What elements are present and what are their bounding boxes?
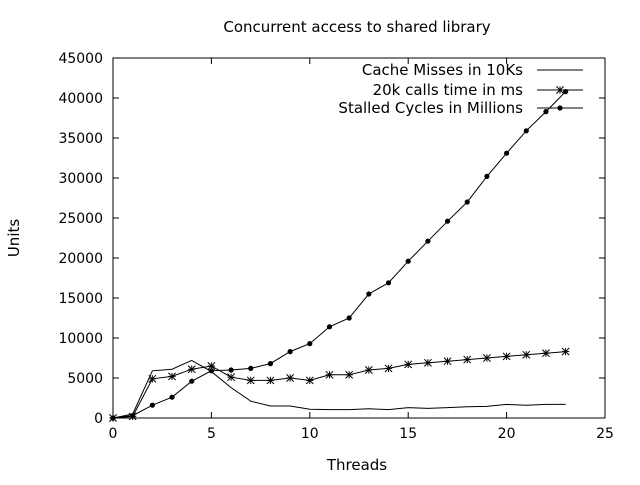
star-marker xyxy=(286,374,295,382)
dot-marker xyxy=(405,258,411,264)
star-marker xyxy=(482,354,491,362)
star-marker xyxy=(246,376,255,385)
legend-label: 20k calls time in ms xyxy=(373,81,524,99)
dot-marker xyxy=(189,378,195,384)
dot-marker xyxy=(444,218,451,224)
star-marker xyxy=(502,352,511,361)
series-1 xyxy=(112,359,566,419)
series-line xyxy=(112,91,566,419)
star-marker xyxy=(325,370,334,379)
chart-title: Concurrent access to shared library xyxy=(223,18,490,36)
star-marker xyxy=(561,347,570,356)
dot-marker xyxy=(267,361,274,367)
dot-marker xyxy=(228,367,234,373)
star-marker xyxy=(148,374,157,383)
dot-marker xyxy=(504,150,510,156)
dot-marker xyxy=(484,173,490,179)
series-group xyxy=(109,89,570,422)
star-marker xyxy=(305,376,314,385)
x-tick-label: 20 xyxy=(498,426,516,442)
star-marker xyxy=(227,373,236,382)
y-tick-label: 0 xyxy=(94,411,103,427)
plot-frame xyxy=(112,57,606,419)
dot-marker xyxy=(130,413,136,419)
dot-marker xyxy=(208,368,214,374)
star-marker xyxy=(168,372,176,381)
legend-label: Cache Misses in 10Ks xyxy=(362,61,523,79)
x-tick-label: 0 xyxy=(109,426,118,442)
x-tick-label: 10 xyxy=(301,426,319,442)
star-marker xyxy=(542,349,550,358)
legend: Cache Misses in 10Ks 20k calls time in ms… xyxy=(338,61,583,117)
y-tick-label: 20000 xyxy=(58,251,103,267)
x-tick-label: 5 xyxy=(207,426,216,442)
dot-marker xyxy=(523,128,529,134)
star-marker xyxy=(522,350,531,359)
y-tick-label: 40000 xyxy=(58,91,103,107)
x-tick-label: 15 xyxy=(399,426,417,442)
dot-marker xyxy=(543,109,549,115)
dot-marker xyxy=(385,280,392,286)
star-marker xyxy=(443,357,452,366)
dot-marker xyxy=(110,415,116,421)
dot-marker xyxy=(557,105,563,111)
dot-marker xyxy=(287,349,293,355)
legend-label: Stalled Cycles in Millions xyxy=(338,99,523,117)
star-marker xyxy=(187,365,196,374)
dot-marker xyxy=(366,291,372,297)
dot-marker xyxy=(346,315,352,321)
y-tick-label: 15000 xyxy=(58,291,103,307)
y-tick-label: 45000 xyxy=(58,51,103,67)
dot-marker xyxy=(425,238,431,244)
dot-marker xyxy=(149,402,155,408)
y-tick-label: 35000 xyxy=(58,131,103,147)
star-marker xyxy=(345,370,354,379)
dot-marker xyxy=(169,394,175,400)
y-axis-title: Units xyxy=(5,219,23,258)
dot-marker xyxy=(464,199,470,205)
axes: 0 5 10 15 20 25 0 5000 10000 15000 20000 25000 30000… xyxy=(58,51,613,442)
series-line xyxy=(112,351,566,419)
star-marker xyxy=(364,366,373,374)
dot-marker xyxy=(307,341,313,347)
dot-marker xyxy=(326,324,333,330)
x-tick-label: 25 xyxy=(596,426,614,442)
y-tick-label: 10000 xyxy=(58,331,103,347)
star-marker xyxy=(207,362,216,370)
dot-marker xyxy=(248,365,254,371)
star-marker xyxy=(384,364,393,373)
y-tick-label: 5000 xyxy=(67,371,103,387)
star-marker xyxy=(404,360,413,369)
star-marker xyxy=(423,358,432,367)
y-tick-label: 30000 xyxy=(58,171,103,187)
series-3 xyxy=(110,89,569,421)
x-axis-title: Threads xyxy=(326,456,387,474)
y-tick-label: 25000 xyxy=(58,211,103,227)
star-marker xyxy=(463,355,472,364)
star-marker xyxy=(556,86,564,94)
series-line xyxy=(112,359,566,419)
star-marker xyxy=(266,376,275,385)
series-2 xyxy=(109,347,570,422)
